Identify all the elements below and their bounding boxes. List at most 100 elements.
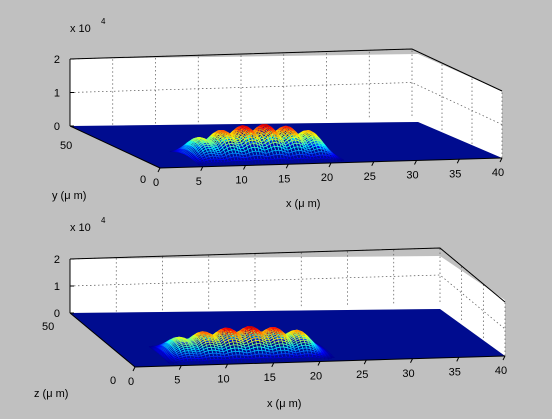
surface-mesh-line [174,357,179,360]
surface-mesh-line [299,143,304,146]
surface-mesh-line [240,125,245,128]
surface-mesh-line [214,161,217,166]
surface-mesh-line [183,339,188,342]
surface-mesh-line [219,139,224,144]
surface-mesh-line [204,354,207,358]
surface-mesh-line [207,136,212,141]
surface-mesh-line [177,345,179,348]
surface-mesh-line [257,335,259,338]
surface-mesh-line [253,143,255,148]
surface-mesh-line [219,351,221,354]
surface-mesh-line [200,155,203,158]
surface-mesh-line [262,137,265,141]
surface-mesh-line [216,158,219,163]
surface-mesh-line [235,339,238,343]
surface-mesh-line [324,152,327,156]
surface-mesh-line [186,358,189,362]
surface-mesh-line [198,346,203,350]
surface-mesh-line [264,337,269,339]
surface-mesh-line [224,344,227,348]
x-tick-label: 10 [217,373,229,385]
surface-mesh-line [167,339,172,344]
surface-mesh-line [306,147,310,150]
surface-mesh-line [215,339,220,342]
surface-mesh-line [321,352,326,356]
surface-mesh-line [297,158,300,163]
surface-mesh-line [203,335,208,338]
top-exponent-power: 4 [101,17,106,26]
surface-mesh-line [175,350,181,354]
surface-mesh-line [196,160,200,163]
surface-mesh-line [240,327,245,332]
surface-mesh-line [203,144,206,148]
surface-mesh-line [243,330,248,335]
surface-mesh-line [271,130,274,134]
surface-mesh-line [311,152,316,155]
surface-mesh-line [257,350,260,355]
surface-mesh-line [170,357,175,360]
surface-mesh-line [241,336,246,340]
surface-mesh-line [263,140,266,144]
surface-mesh-line [282,154,285,159]
surface-mesh-line [263,341,268,345]
z-tick-label: 1 [54,281,60,293]
surface-mesh-line [168,339,173,344]
surface-mesh-line [219,132,224,136]
surface-mesh-line [298,132,303,137]
surface-mesh-line [251,146,255,149]
surface-mesh-line [303,339,308,342]
surface-mesh-line [208,136,213,141]
surface-mesh-line [262,338,267,342]
surface-mesh-line [300,339,305,342]
surface-mesh-line [187,145,192,151]
surface-mesh-line [219,339,224,344]
surface-mesh-line [259,155,262,160]
surface-mesh-line [256,346,259,351]
surface-mesh-line [313,149,316,153]
surface-mesh-line [250,155,254,157]
surface-mesh-line [179,348,184,351]
surface-mesh-line [200,332,205,334]
surface-mesh-line [234,136,238,139]
surface-mesh-line [184,340,189,343]
surface-mesh-line [229,359,231,363]
surface-mesh-line [182,344,186,346]
surface-mesh-line [175,340,180,344]
surface-mesh-line [239,333,245,337]
top-y-tick-0: 0 [140,174,146,186]
surface-mesh-line [288,142,291,146]
surface-mesh-line [333,159,336,162]
surface-mesh-line [220,135,223,139]
surface-mesh-line [220,330,225,335]
surface-mesh-line [305,344,310,347]
surface-mesh-line [190,138,195,142]
surface-mesh-line [241,151,243,155]
surface-mesh-line [211,337,216,341]
surface-mesh-line [245,326,250,330]
surface-mesh-line [231,350,236,353]
surface-mesh-line [293,136,296,141]
surface-mesh-line [249,133,252,138]
surface-mesh-line [167,361,169,363]
surface-mesh-line [201,163,204,166]
surface-mesh-line [200,144,204,148]
surface-mesh-line [207,337,212,339]
surface-mesh-line [317,158,320,163]
surface-mesh-line [198,163,202,165]
surface-mesh-line [245,346,250,348]
surface-mesh-line [260,159,263,164]
surface-mesh-line [270,146,275,148]
surface-mesh-line [216,343,221,346]
surface-mesh-line [218,137,223,142]
surface-mesh-line [185,355,188,359]
surface-mesh-line [236,126,241,131]
surface-mesh-line [228,160,232,162]
surface-mesh-line [262,126,267,130]
surface-mesh-line [311,353,314,358]
surface-mesh-line [248,334,251,337]
surface-mesh-line [271,331,276,335]
surface-mesh-line [275,343,280,346]
x-tick-mark [225,364,228,369]
surface-mesh-line [284,132,289,136]
surface-mesh-line [156,349,161,353]
